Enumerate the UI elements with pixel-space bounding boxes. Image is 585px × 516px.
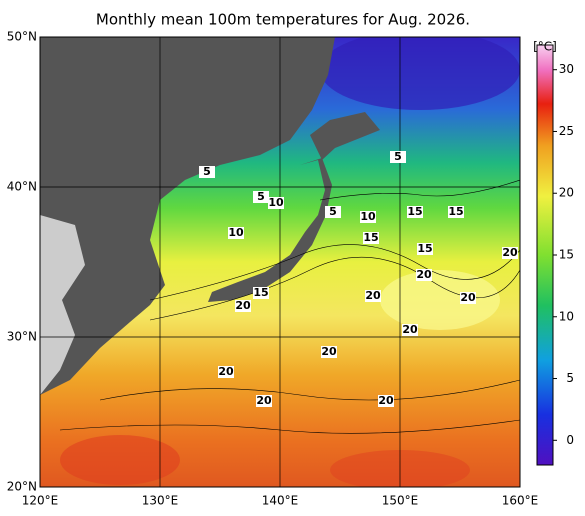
land xyxy=(40,37,335,395)
contour-label: 20 xyxy=(218,365,234,378)
contour-label-bg xyxy=(448,206,464,218)
contour-label: 20 xyxy=(416,268,432,281)
x-tick-label: 140°E xyxy=(262,494,299,508)
field-patch xyxy=(380,270,500,330)
contours xyxy=(59,179,520,434)
colorbar-tick-label: 0 xyxy=(566,433,574,447)
y-tick-label: 20°N xyxy=(7,480,37,494)
colorbar xyxy=(536,44,554,466)
contour-label: 15 xyxy=(448,205,463,218)
field-patch xyxy=(320,37,520,110)
contour-label: 20 xyxy=(502,246,518,259)
contour-label-bg xyxy=(253,287,269,299)
contour-label: 15 xyxy=(253,286,268,299)
y-tick-label: 30°N xyxy=(7,330,37,344)
contour-label-bg xyxy=(360,211,376,223)
x-tick-label: 120°E xyxy=(22,494,59,508)
contour-label-bg xyxy=(407,206,423,218)
contour-label: 5 xyxy=(257,190,265,203)
frame xyxy=(39,36,521,488)
contour-label-bg xyxy=(235,300,251,312)
contour-label: 20 xyxy=(460,291,476,304)
contour-label-bg xyxy=(321,346,337,358)
contour-label: 15 xyxy=(417,242,432,255)
contour-label-bg xyxy=(253,191,269,203)
contour-label-bg xyxy=(460,292,476,304)
field-patch xyxy=(60,435,180,485)
x-tick-label: 150°E xyxy=(382,494,419,508)
contour-label-bg xyxy=(502,247,518,259)
colorbar-tick-label: 25 xyxy=(559,124,574,138)
contour-label-bg xyxy=(416,269,432,281)
contour-label-bg xyxy=(199,166,215,178)
contour-label: 20 xyxy=(256,394,272,407)
contour-label-bg xyxy=(390,151,406,163)
contour-label: 10 xyxy=(268,196,284,209)
y-tick-label: 50°N xyxy=(7,30,37,44)
land xyxy=(310,112,380,160)
colorbar-tick-label: 30 xyxy=(559,62,574,76)
contour-label-bg xyxy=(417,243,433,255)
contour-label: 5 xyxy=(394,150,402,163)
contour-label: 5 xyxy=(329,205,337,218)
contour-label: 15 xyxy=(363,231,378,244)
contour-label: 20 xyxy=(402,323,418,336)
contour-label: 15 xyxy=(407,205,422,218)
contour-label: 20 xyxy=(321,345,337,358)
contour-label: 10 xyxy=(360,210,376,223)
contour-label-bg xyxy=(256,395,272,407)
contour-label: 10 xyxy=(228,226,244,239)
contour-label: 20 xyxy=(378,394,394,407)
x-tick-label: 130°E xyxy=(142,494,179,508)
contour-label-bg xyxy=(402,324,418,336)
contour-label: 20 xyxy=(365,289,381,302)
colorbar-tick-label: 5 xyxy=(566,371,574,385)
y-tick-label: 40°N xyxy=(7,180,37,194)
contour-label-bg xyxy=(268,197,284,209)
colorbar-tick-label: 10 xyxy=(559,309,574,323)
colorbar-unit: [°C] xyxy=(533,40,557,54)
contour-label-bg xyxy=(325,206,341,218)
land xyxy=(40,215,85,395)
title: Monthly mean 100m temperatures for Aug. … xyxy=(96,11,470,29)
colorbar-tick-label: 15 xyxy=(559,248,574,262)
contour-label-bg xyxy=(378,395,394,407)
contour-label: 20 xyxy=(235,299,251,312)
contour-label: 5 xyxy=(203,165,211,178)
contour-label-bg xyxy=(218,366,234,378)
land xyxy=(208,158,332,302)
contour-label-bg xyxy=(363,232,379,244)
colorbar-tick-label: 20 xyxy=(559,186,574,200)
contour-label-bg xyxy=(228,227,244,239)
contour-label-bg xyxy=(365,290,381,302)
x-tick-label: 160°E xyxy=(502,494,539,508)
